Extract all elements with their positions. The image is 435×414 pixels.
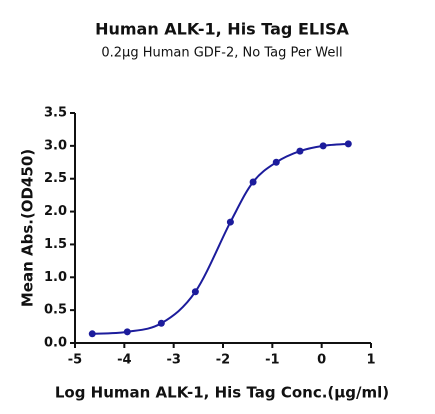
x-axis-label: Log Human ALK-1, His Tag Conc.(μg/ml) [55,384,389,402]
y-tick-label: 2.5 [44,171,67,186]
x-tick-label: -3 [166,353,180,368]
y-tick-label: 0.0 [44,336,67,351]
fit-curve [92,142,349,335]
x-tick-label: -4 [117,353,131,368]
data-point [272,158,280,166]
x-tick-label: -2 [216,353,230,368]
y-tick-label: 1.0 [44,270,67,285]
y-tick-label: 1.5 [44,237,67,252]
y-tick-label: 2.0 [44,204,67,219]
x-tick-label: -5 [68,353,82,368]
y-tick-label: 0.5 [44,303,67,318]
data-point [249,178,257,186]
x-tick-label: -1 [265,353,279,368]
data-point [226,218,234,226]
data-point [296,147,304,155]
data-point [191,288,199,296]
x-tick-label: 0 [317,353,326,368]
data-point [344,140,352,148]
chart-title: Human ALK-1, His Tag ELISA [95,20,349,39]
y-axis-label: Mean Abs.(OD450) [19,149,37,307]
chart-subtitle: 0.2μg Human GDF-2, No Tag Per Well [101,46,342,61]
y-tick-label: 3.5 [44,106,67,121]
data-point [319,142,327,150]
data-point [123,328,131,336]
y-tick-label: 3.0 [44,138,67,153]
data-point [157,319,165,327]
data-point [88,330,96,338]
x-tick-label: 1 [366,353,375,368]
